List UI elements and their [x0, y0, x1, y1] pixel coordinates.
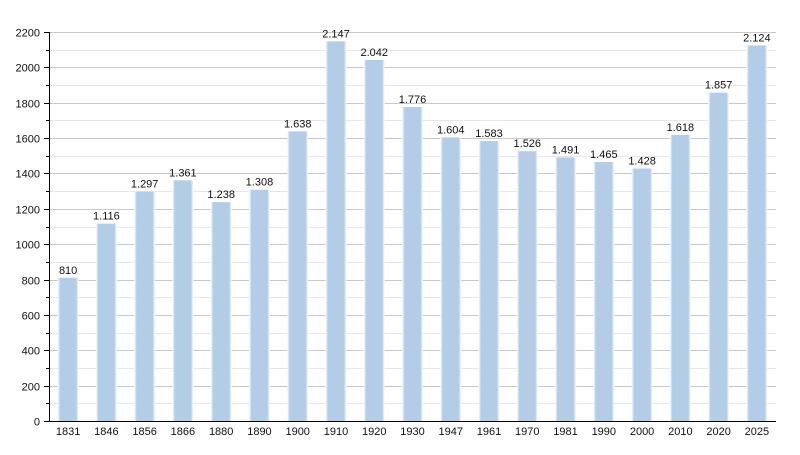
data-label-1831: 810 — [59, 265, 77, 277]
bar-1961 — [478, 141, 500, 422]
y-tick-label: 200 — [22, 382, 40, 394]
bar-1846 — [95, 223, 117, 421]
bar-1920 — [363, 59, 385, 422]
bar-2000 — [631, 168, 653, 421]
y-tick-label: 2200 — [16, 28, 40, 40]
bar-1856 — [134, 191, 156, 421]
y-tick-label: 0 — [34, 417, 40, 429]
data-label-2000: 1.428 — [628, 156, 656, 168]
x-tick-label: 1981 — [553, 426, 577, 438]
bar-1900 — [287, 131, 309, 421]
data-label-2010: 1.618 — [667, 122, 695, 134]
y-tick-label: 800 — [22, 276, 40, 288]
x-tick-label: 1961 — [477, 426, 501, 438]
x-tick-label: 2025 — [745, 426, 769, 438]
y-tick-label: 1800 — [16, 99, 40, 111]
y-tick-label: 1000 — [16, 240, 40, 252]
x-tick-label: 1910 — [324, 426, 348, 438]
bar-1880 — [210, 202, 232, 421]
bars — [57, 41, 768, 422]
x-tick-label: 1866 — [171, 426, 195, 438]
x-tick-label: 2010 — [668, 426, 692, 438]
x-tick-label: 2000 — [630, 426, 654, 438]
x-tick-label: 1831 — [56, 426, 80, 438]
x-tick-label: 1920 — [362, 426, 386, 438]
y-tick-label: 1400 — [16, 169, 40, 181]
data-label-1846: 1.116 — [93, 211, 120, 223]
bar-1866 — [172, 180, 194, 421]
data-label-1961: 1.583 — [475, 128, 503, 140]
bar-1910 — [325, 41, 347, 421]
x-tick-label: 1947 — [439, 426, 463, 438]
data-label-1880: 1.238 — [207, 189, 235, 201]
bar-1930 — [402, 106, 423, 421]
bar-1970 — [516, 151, 538, 421]
bar-1831 — [57, 277, 79, 421]
x-tick-label: 2020 — [706, 426, 730, 438]
data-labels: 810 1.116 1.297 1.361 1.238 1.308 1.638 2.147 2.… — [59, 28, 771, 276]
axes — [44, 32, 776, 422]
x-tick-label: 1930 — [400, 426, 424, 438]
bar-1990 — [593, 161, 615, 421]
y-tick-label: 600 — [22, 311, 40, 323]
data-label-1970: 1.526 — [514, 138, 542, 150]
bar-2010 — [669, 134, 691, 421]
x-tick-label: 1856 — [132, 426, 156, 438]
x-axis-ticks: 1831 1846 1856 1866 1880 1890 1900 1910 1920 1930… — [56, 426, 769, 438]
data-label-1900: 1.638 — [284, 118, 312, 130]
y-tick-label: 1600 — [16, 134, 40, 146]
y-axis-ticks: 0 200 400 600 800 1000 1200 1400 1600 1800 2000 220… — [16, 28, 40, 429]
bar-1890 — [248, 189, 270, 421]
data-label-1890: 1.308 — [246, 177, 274, 189]
y-tick-label: 400 — [22, 346, 40, 358]
x-tick-label: 1990 — [592, 426, 616, 438]
bar-1981 — [555, 157, 577, 422]
data-label-1947: 1.604 — [437, 124, 465, 136]
y-tick-label: 2000 — [16, 63, 40, 75]
data-label-1910: 2.147 — [322, 28, 350, 40]
data-label-1856: 1.297 — [131, 179, 159, 191]
data-label-2020: 1.857 — [705, 80, 733, 92]
x-tick-label: 1880 — [209, 426, 233, 438]
data-label-1866: 1.361 — [169, 167, 197, 179]
bar-2020 — [708, 92, 730, 422]
data-label-1990: 1.465 — [590, 149, 618, 161]
data-label-1930: 1.776 — [399, 94, 427, 106]
y-tick-label: 1200 — [16, 205, 40, 217]
data-label-1981: 1.491 — [552, 144, 580, 156]
x-tick-label: 1900 — [285, 426, 309, 438]
data-label-2025: 2.124 — [743, 32, 771, 44]
x-tick-label: 1970 — [515, 426, 539, 438]
bar-1947 — [440, 137, 462, 421]
bar-2025 — [746, 45, 768, 422]
x-tick-label: 1846 — [94, 426, 118, 438]
data-label-1920: 2.042 — [360, 47, 388, 59]
x-tick-label: 1890 — [247, 426, 271, 438]
